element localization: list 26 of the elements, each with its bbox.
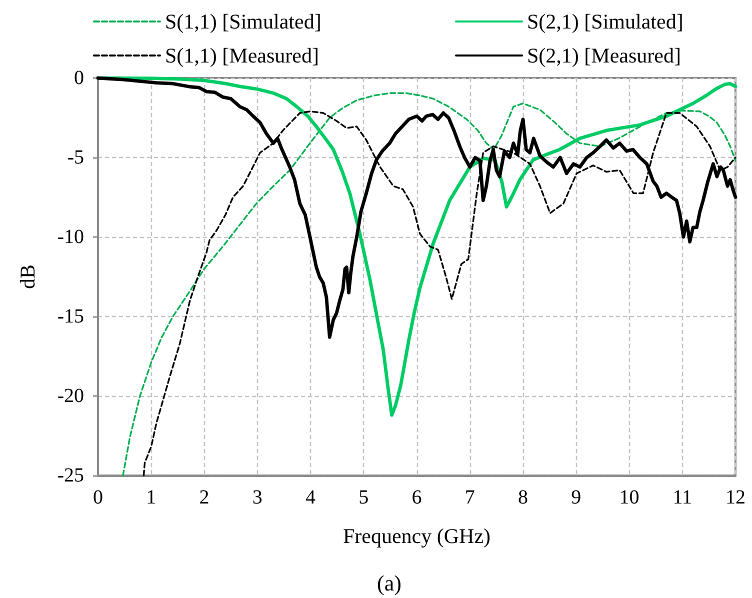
x-tick-label: 0 bbox=[93, 486, 103, 508]
y-tick-label: -5 bbox=[67, 146, 84, 168]
legend-label: S(1,1) [Measured] bbox=[165, 44, 319, 68]
x-tick-label: 8 bbox=[518, 486, 528, 508]
x-tick-label: 2 bbox=[199, 486, 210, 508]
y-tick-label: -25 bbox=[57, 464, 84, 486]
x-axis-title: Frequency (GHz) bbox=[342, 524, 491, 548]
x-tick-label: 9 bbox=[571, 486, 582, 508]
x-tick-label: 5 bbox=[358, 486, 369, 508]
legend-label: S(2,1) [Measured] bbox=[527, 44, 681, 68]
y-tick-label: -10 bbox=[57, 226, 84, 248]
x-tick-label: 12 bbox=[726, 486, 746, 508]
x-tick-label: 10 bbox=[619, 486, 640, 508]
legend-label: S(2,1) [Simulated] bbox=[527, 10, 684, 34]
x-tick-label: 1 bbox=[146, 486, 156, 508]
y-axis-title: dB bbox=[16, 264, 40, 290]
y-tick-label: -15 bbox=[57, 306, 84, 328]
y-tick-label: 0 bbox=[74, 67, 84, 89]
x-tick-label: 7 bbox=[464, 486, 475, 508]
legend-label: S(1,1) [Simulated] bbox=[165, 10, 322, 34]
text: (a) bbox=[377, 570, 402, 596]
y-tick-label: -20 bbox=[57, 385, 84, 407]
x-tick-label: 3 bbox=[252, 486, 262, 508]
x-tick-label: 4 bbox=[306, 486, 316, 508]
x-tick-label: 6 bbox=[412, 486, 422, 508]
x-tick-label: 11 bbox=[672, 486, 692, 508]
